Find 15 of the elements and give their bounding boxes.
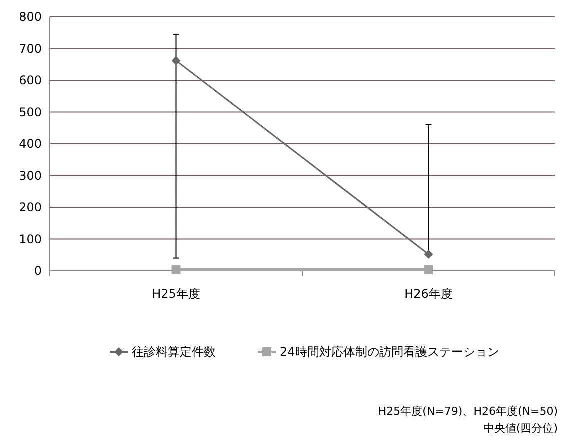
legend-label: 24時間対応体制の訪問看護ステーション: [280, 345, 500, 360]
y-tick-label: 800: [19, 10, 42, 24]
y-tick-label: 100: [19, 232, 42, 246]
y-tick-label: 600: [19, 74, 42, 88]
y-tick-label: 0: [34, 264, 42, 278]
y-tick-label: 200: [19, 200, 42, 215]
x-tick-label: H25年度: [152, 287, 200, 301]
y-tick-label: 700: [19, 42, 42, 56]
legend-label: 往診料算定件数: [132, 345, 216, 360]
y-tick-label: 400: [19, 137, 42, 152]
x-tick-label: H26年度: [404, 287, 453, 301]
y-tick-label: 500: [19, 105, 42, 120]
text: H25年度(N=79)、H26年度(N=50): [378, 405, 558, 418]
text: 中央値(四分位): [483, 422, 558, 435]
y-tick-label: 300: [19, 168, 42, 183]
